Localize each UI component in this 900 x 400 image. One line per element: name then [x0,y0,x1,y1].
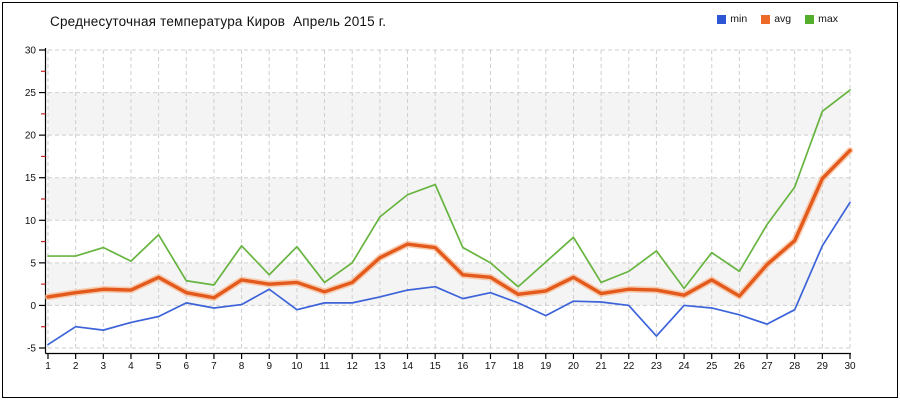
y-tick-label: 20 [25,131,37,142]
x-tick-label: 16 [457,361,469,372]
x-tick-label: 15 [430,361,442,372]
x-tick-label: 5 [156,361,162,372]
plot-band [48,92,850,136]
x-tick-label: 7 [211,361,217,372]
x-tick-label: 19 [540,361,552,372]
x-tick-label: 13 [374,361,386,372]
x-tick-label: 17 [485,361,497,372]
y-tick-label: 0 [30,301,36,312]
y-tick-label: 30 [25,46,37,57]
x-tick-label: 27 [761,361,773,372]
avg-series-line [46,148,852,300]
x-tick-label: 28 [789,361,801,372]
x-tick-label: 8 [239,361,245,372]
x-tick-label: 11 [319,361,330,372]
avg-swatch-icon [761,14,771,24]
x-tick-label: 29 [817,361,829,372]
x-tick-label: 21 [596,361,608,372]
x-tick-label: 22 [623,361,635,372]
y-tick-label: 5 [30,258,36,269]
max-series-line [47,89,851,290]
x-tick-label: 25 [706,361,718,372]
min-series-line [47,201,851,346]
legend-label-avg: avg [774,13,792,25]
x-tick-label: 2 [73,361,79,372]
legend: min avg max [717,13,838,25]
legend-item-avg: avg [761,13,791,25]
x-tick-label: 14 [402,361,414,372]
chart-title: Среднесуточная температура Киров Апрель … [50,14,387,29]
max-swatch-icon [805,14,815,24]
x-tick-label: 4 [128,361,134,372]
x-tick-label: 20 [568,361,580,372]
x-tick-label: 6 [183,361,189,372]
y-tick-label: 10 [25,216,37,227]
x-tick-label: 3 [101,361,107,372]
legend-item-max: max [805,13,838,25]
x-tick-label: 1 [45,361,51,372]
x-tick-label: 18 [513,361,525,372]
y-tick-label: -5 [27,344,36,355]
x-tick-label: 9 [266,361,272,372]
legend-item-min: min [717,13,747,25]
plot-band [48,177,850,221]
x-tick-label: 23 [651,361,663,372]
legend-label-max: max [818,13,838,25]
x-tick-label: 12 [347,361,359,372]
y-tick-label: 25 [25,88,37,99]
x-tick-label: 10 [291,361,303,372]
min-swatch-icon [717,14,727,24]
x-tick-label: 30 [844,361,856,372]
x-tick-label: 26 [734,361,746,372]
y-tick-label: 15 [25,173,37,184]
legend-label-min: min [730,13,748,25]
x-tick-label: 24 [679,361,691,372]
